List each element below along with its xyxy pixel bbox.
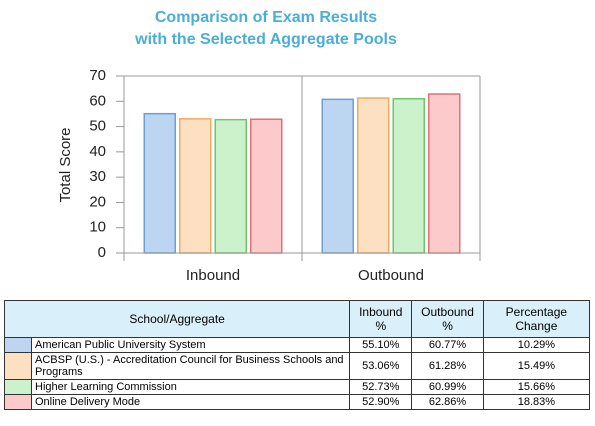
bar — [357, 97, 390, 254]
table-cell: 60.99% — [411, 379, 484, 395]
header-cell: School/Aggregate — [3, 300, 351, 338]
table-cell: 18.83% — [482, 394, 591, 410]
table-cell: 52.90% — [349, 394, 413, 410]
data-table: School/Aggregate Inbound % Outbound % Perce… — [3, 300, 591, 410]
bar — [179, 118, 212, 254]
header-cell: Inbound % — [349, 300, 413, 338]
y-tick-label: 50 — [89, 118, 106, 135]
y-tick-label: 60 — [89, 92, 106, 109]
y-tick-label: 20 — [89, 193, 106, 210]
table-cell: 60.77% — [411, 337, 484, 353]
header-cell: Percentage Change — [482, 300, 591, 338]
x-tick-label: Inbound — [186, 267, 240, 284]
y-tick-label: 0 — [98, 244, 106, 261]
y-tick-label: 40 — [89, 143, 106, 160]
color-swatch — [4, 352, 32, 380]
table-cell: 10.29% — [482, 337, 591, 353]
school-name: American Public University System — [30, 337, 351, 353]
table-row: ACBSP (U.S.) - Accreditation Council for… — [4, 352, 591, 380]
table-cell: 52.73% — [349, 379, 413, 395]
header-row: School/Aggregate Inbound % Outbound % Perce… — [3, 300, 591, 338]
bar — [321, 98, 354, 254]
y-tick-label: 10 — [89, 219, 106, 236]
table-row: Online Delivery Mode 52.90% 62.86% 18.83% — [4, 394, 591, 410]
chart-title: Comparison of Exam Results — [155, 9, 377, 26]
table-cell: 15.66% — [482, 379, 591, 395]
y-tick-label: 30 — [89, 168, 106, 185]
color-swatch — [4, 337, 32, 353]
chart-subtitle: with the Selected Aggregate Pools — [134, 31, 397, 48]
table-cell: 62.86% — [411, 394, 484, 410]
bar — [428, 93, 461, 254]
y-axis-label: Total Score — [57, 127, 74, 202]
table-cell: 15.49% — [482, 352, 591, 380]
table-cell: 53.06% — [349, 352, 413, 380]
x-tick-label: Outbound — [358, 267, 424, 284]
school-name: ACBSP (U.S.) - Accreditation Council for… — [30, 352, 351, 380]
school-name: Online Delivery Mode — [30, 394, 351, 410]
table-row: Higher Learning Commission 52.73% 60.99% 15… — [4, 379, 591, 395]
bar — [143, 112, 176, 254]
table-cell: 55.10% — [349, 337, 413, 353]
color-swatch — [4, 394, 32, 410]
color-swatch — [4, 379, 32, 395]
table-cell: 61.28% — [411, 352, 484, 380]
school-name: Higher Learning Commission — [30, 379, 351, 395]
bar — [392, 98, 425, 254]
bar — [250, 118, 283, 254]
chart: Comparison of Exam Results with the Sele… — [57, 9, 481, 284]
y-tick-label: 70 — [89, 67, 106, 84]
table-row: American Public University System 55.10% 6… — [4, 337, 591, 353]
bar — [214, 118, 247, 254]
header-cell: Outbound % — [411, 300, 484, 338]
